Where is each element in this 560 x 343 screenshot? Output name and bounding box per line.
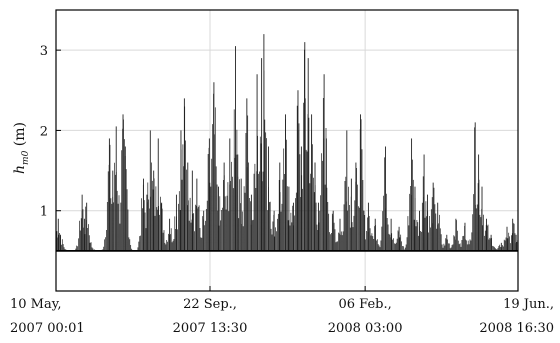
- x-tick-label: 2008 16:30: [479, 321, 554, 336]
- plot-frame: [55, 9, 519, 292]
- x-tick-label: 2008 03:00: [328, 321, 403, 336]
- y-tick-label: 3: [40, 44, 48, 59]
- x-axis-ticks: 10 May, 2007 00:01 22 Sep., 2007 13:30 06 Fe…: [10, 286, 554, 336]
- y-axis-label: hm0 (m): [12, 122, 31, 174]
- y-tick-label: 1: [40, 205, 48, 220]
- y-axis-label-subscript: m0: [21, 150, 31, 165]
- x-tick-label: 19 Jun.,: [503, 297, 554, 312]
- y-axis-ticks: 1 2 3: [40, 44, 61, 220]
- y-axis-label-main: h: [12, 165, 28, 174]
- x-tick-label: 06 Feb.,: [339, 297, 392, 312]
- x-tick-label: 10 May,: [10, 297, 62, 312]
- y-tick-label: 2: [40, 124, 48, 139]
- x-tick-label: 2007 00:01: [10, 321, 85, 336]
- x-tick-label: 2007 13:30: [173, 321, 248, 336]
- x-tick-label: 22 Sep.,: [183, 297, 237, 312]
- series-line: [55, 34, 519, 251]
- y-axis-label-unit: (m): [12, 122, 28, 151]
